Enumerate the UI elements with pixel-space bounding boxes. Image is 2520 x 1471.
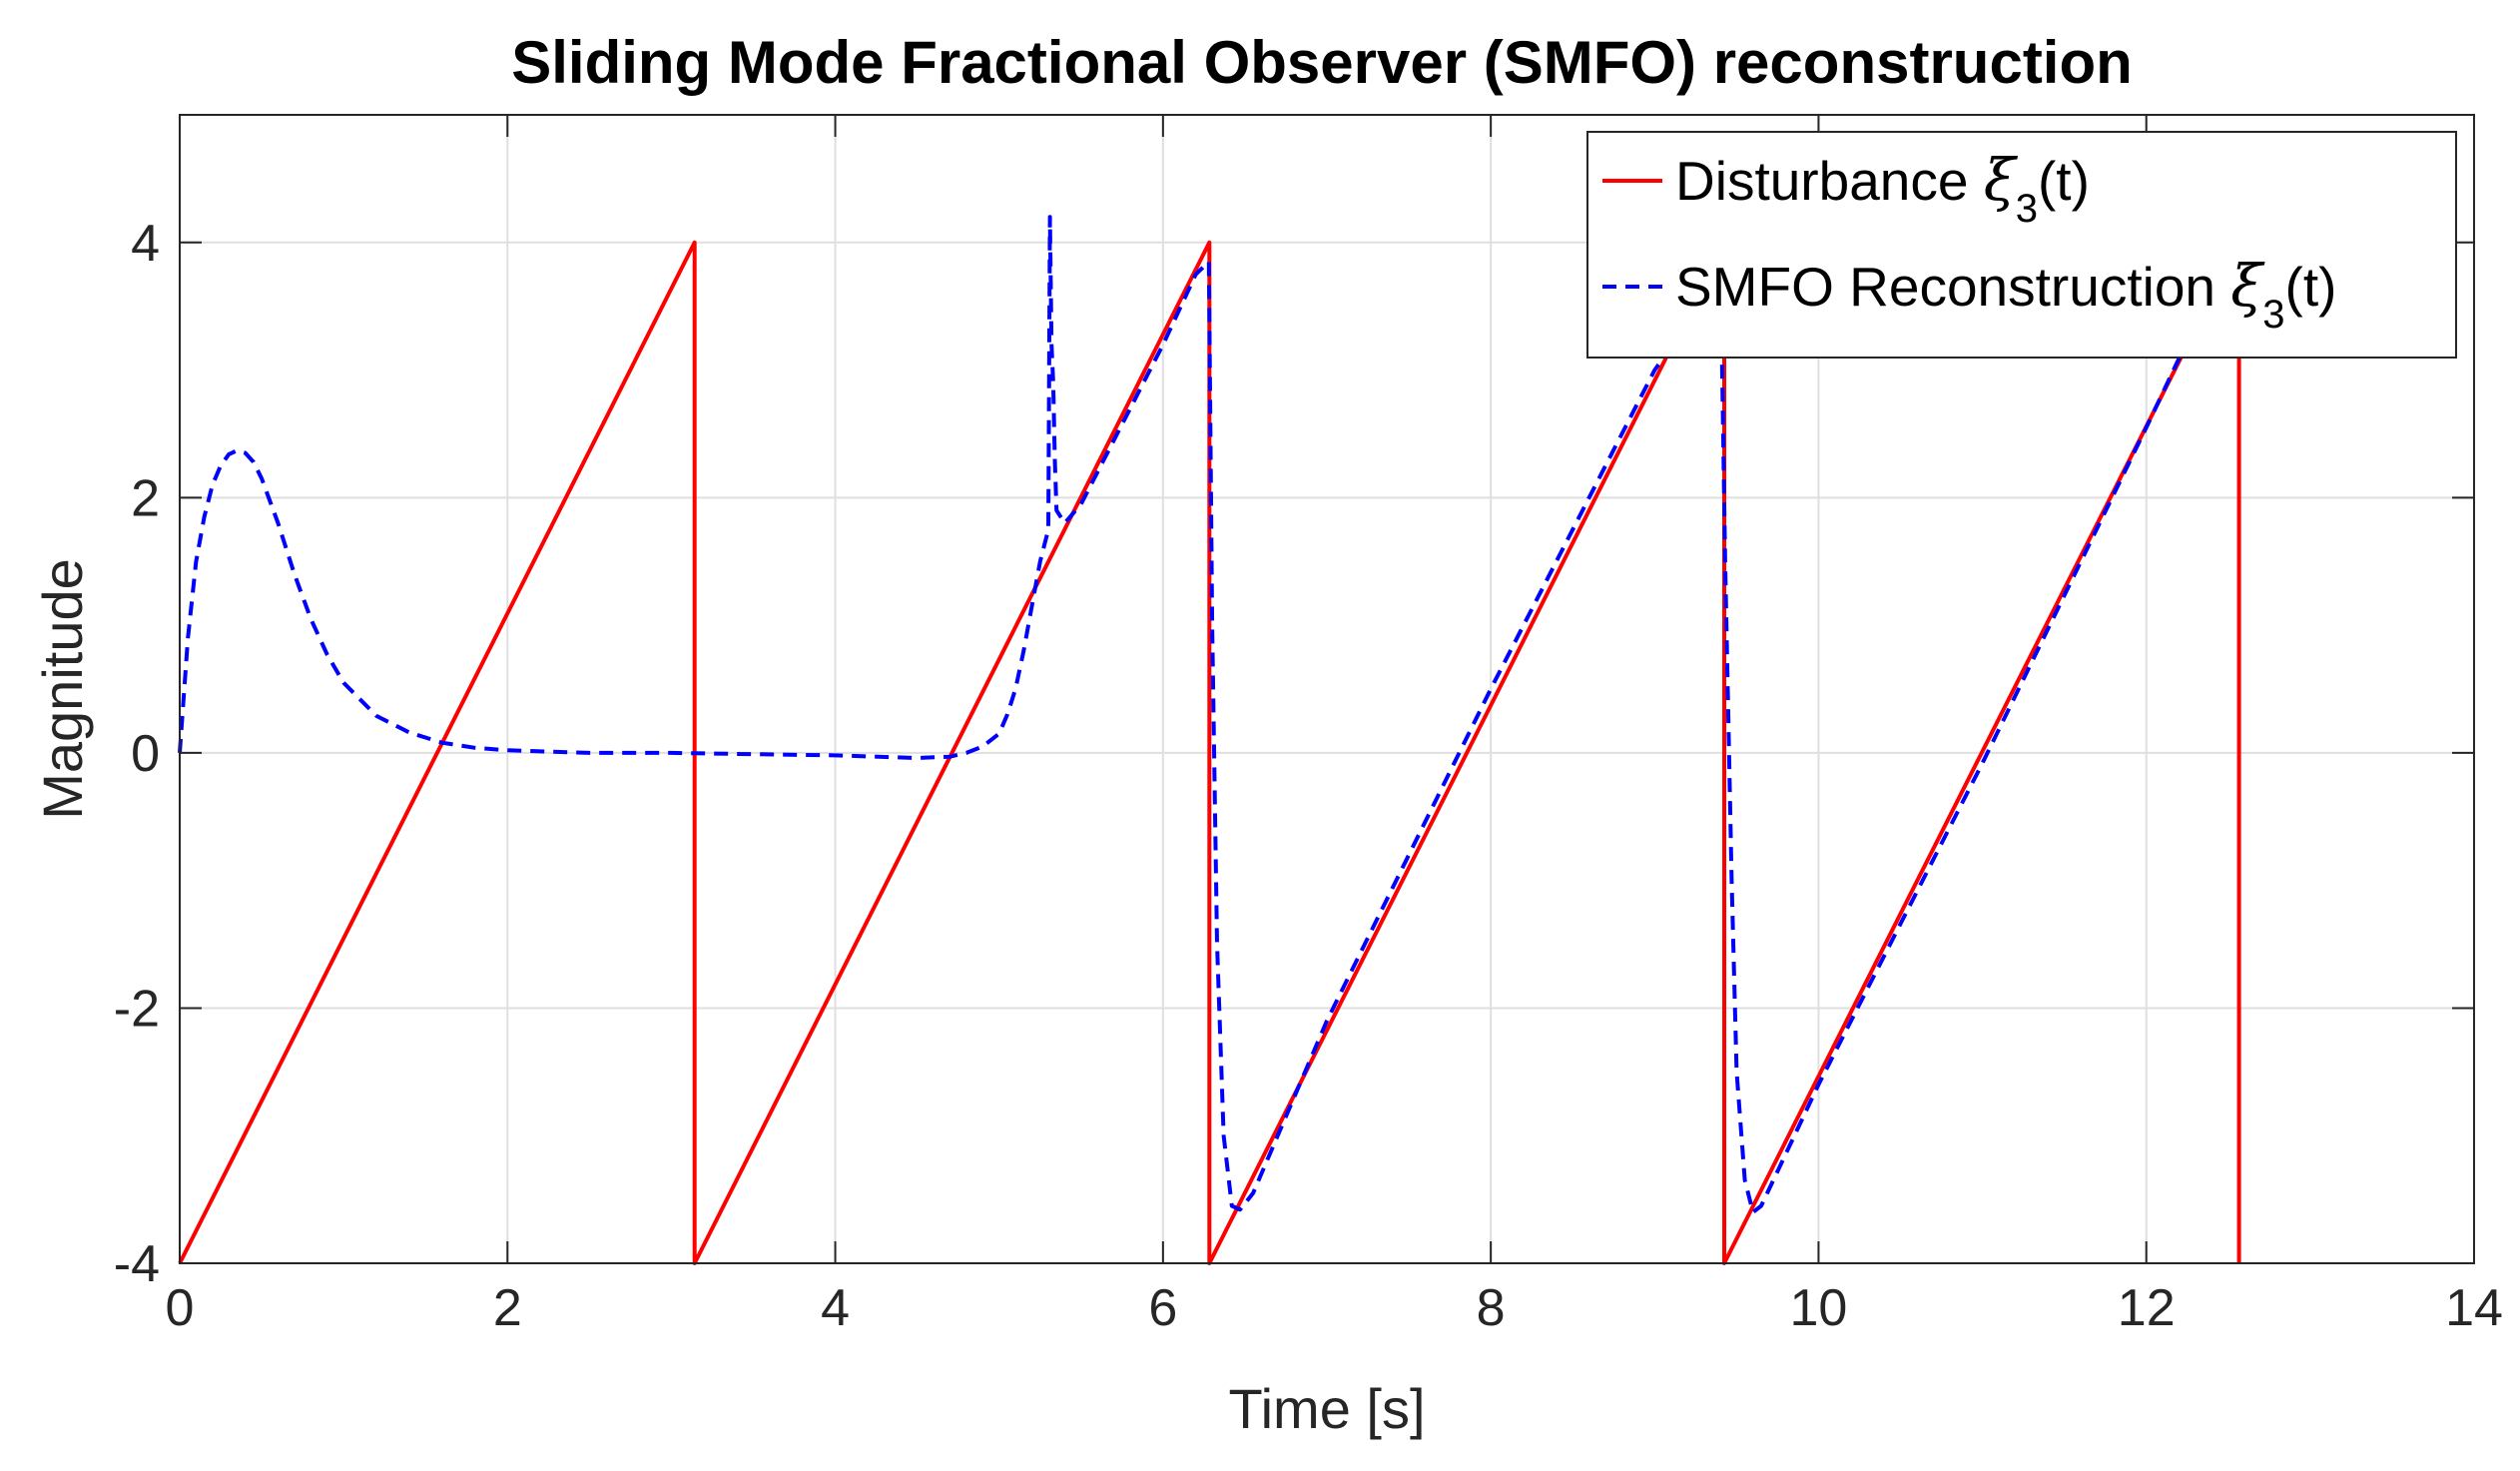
legend-label-subscript: 3: [2262, 293, 2284, 337]
legend: Disturbance ξ3(t)SMFO Reconstruction ξ3(…: [1586, 131, 2457, 359]
legend-box: [1586, 131, 2457, 359]
x-tick-label: 10: [1790, 1279, 1848, 1337]
x-tick-label: 0: [166, 1279, 195, 1337]
chart-title: Sliding Mode Fractional Observer (SMFO) …: [511, 29, 2133, 96]
y-tick-label: -2: [114, 980, 160, 1038]
legend-label-suffix: (t): [2285, 256, 2337, 318]
x-tick-label: 12: [2118, 1279, 2176, 1337]
legend-label-symbol: ξ: [2230, 252, 2265, 320]
x-tick-label: 8: [1477, 1279, 1506, 1337]
x-axis-label: Time [s]: [1228, 1377, 1425, 1440]
axes-box: [179, 114, 2475, 1264]
y-tick-label: 2: [131, 469, 160, 527]
x-tick-label: 4: [821, 1279, 850, 1337]
x-tick-label: 6: [1148, 1279, 1177, 1337]
y-tick-label: -4: [114, 1235, 160, 1293]
y-axis-label: Magnitude: [31, 558, 94, 820]
legend-label: Disturbance ξ3(t): [1675, 146, 2090, 231]
legend-label-suffix: (t): [2038, 150, 2090, 212]
legend-label-subscript: 3: [2016, 187, 2038, 231]
axis-ticks: 0 2 4 6 8 10 12 14 -4 -2 0 2 4: [114, 115, 2503, 1337]
legend-label-symbol: ξ: [1984, 146, 2019, 214]
y-tick-label: 0: [131, 725, 160, 783]
x-tick-label: 14: [2445, 1279, 2503, 1337]
legend-label-prefix: SMFO Reconstruction: [1675, 256, 2230, 318]
legend-label-prefix: Disturbance: [1675, 150, 1984, 212]
x-tick-label: 2: [493, 1279, 522, 1337]
legend-label: SMFO Reconstruction ξ3(t): [1675, 252, 2336, 337]
y-tick-label: 4: [131, 215, 160, 273]
